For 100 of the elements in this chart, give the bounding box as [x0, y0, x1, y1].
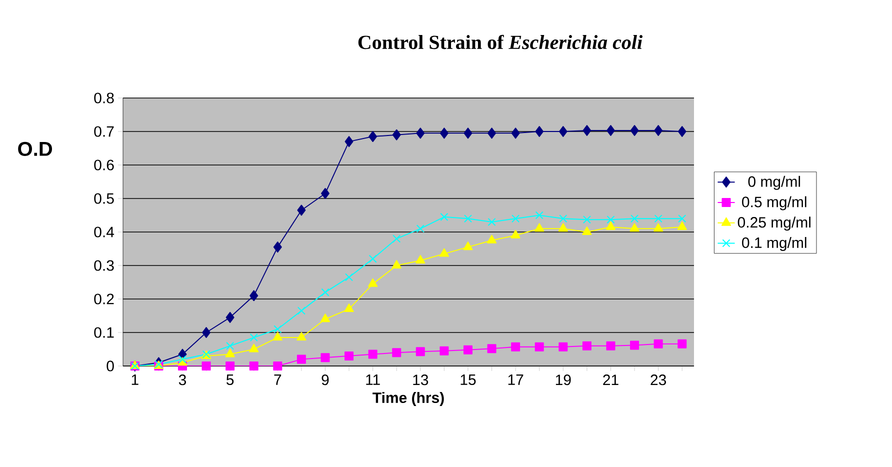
point — [464, 128, 472, 139]
point — [630, 214, 639, 223]
point — [534, 342, 544, 352]
point — [416, 128, 425, 139]
point — [392, 260, 402, 268]
x-tick-label: 3 — [178, 374, 186, 386]
y-tick-label: 0.3 — [94, 260, 114, 271]
point — [512, 214, 520, 223]
point — [511, 342, 520, 352]
legend-label: 0.25 mg/ml — [738, 216, 810, 231]
point — [630, 125, 639, 136]
legend-label: 0.5 mg/ml — [742, 196, 806, 210]
y-tick-label: 0.1 — [94, 327, 114, 338]
x-tick-label: 15 — [460, 374, 476, 385]
point — [487, 344, 496, 354]
x-tick-label: 17 — [508, 374, 524, 385]
point — [225, 348, 235, 358]
point — [250, 290, 258, 302]
y-tick-label: 0.7 — [94, 126, 114, 137]
x-tick-label: 1 — [132, 374, 138, 385]
y-tick-label: 0.2 — [94, 294, 114, 304]
point — [226, 342, 234, 350]
point — [606, 221, 616, 230]
point — [463, 242, 473, 250]
y-tick-label: 0.8 — [94, 92, 114, 104]
point — [392, 129, 401, 140]
x-tick-label: 23 — [650, 374, 666, 386]
point — [464, 214, 472, 223]
point — [273, 362, 282, 370]
point — [416, 254, 426, 264]
point — [344, 273, 354, 282]
point — [202, 362, 211, 370]
x-axis-title: Time (hrs) — [372, 392, 444, 406]
point — [320, 188, 330, 199]
point — [488, 128, 496, 139]
point — [535, 211, 544, 220]
point — [678, 339, 687, 348]
point — [273, 242, 282, 253]
point — [653, 223, 664, 232]
point — [368, 254, 377, 263]
point — [486, 234, 497, 244]
point — [416, 347, 425, 356]
point — [606, 341, 616, 350]
point — [320, 353, 330, 362]
point — [439, 248, 450, 257]
point — [297, 204, 306, 216]
point — [416, 224, 424, 233]
point — [606, 125, 615, 136]
point — [630, 340, 640, 350]
x-tick-label: 5 — [226, 374, 234, 385]
point — [368, 350, 378, 359]
x-tick-label: 7 — [274, 374, 282, 385]
point — [344, 136, 354, 148]
x-tick-label: 11 — [366, 374, 380, 385]
point — [226, 312, 234, 323]
x-tick-label: 19 — [556, 374, 571, 386]
y-axis-title: O.D — [18, 142, 52, 156]
chart-title: Control Strain of Escherichia coli — [358, 34, 642, 50]
point — [535, 126, 544, 138]
x-tick-label: 21 — [603, 374, 618, 386]
point — [249, 344, 259, 352]
y-tick-label: 0.5 — [94, 193, 114, 204]
point — [534, 223, 544, 232]
point — [606, 216, 615, 224]
point — [582, 216, 591, 224]
point — [559, 214, 568, 223]
point — [344, 351, 354, 360]
point — [440, 346, 449, 356]
point — [344, 304, 354, 312]
y-tick-label: 0.4 — [94, 226, 114, 238]
point — [677, 221, 687, 230]
point — [296, 354, 306, 364]
point — [274, 325, 282, 334]
point — [320, 314, 330, 322]
point — [654, 125, 663, 136]
point — [654, 339, 663, 348]
point — [178, 355, 187, 364]
point — [226, 362, 235, 370]
point — [558, 342, 568, 352]
point — [202, 327, 211, 338]
point — [440, 212, 448, 221]
point — [582, 341, 592, 350]
point — [678, 214, 686, 223]
y-tick-label: 0.6 — [94, 160, 114, 170]
legend-label: 0.1 mg/ml — [742, 237, 806, 251]
point — [463, 345, 472, 354]
point — [321, 288, 330, 296]
point — [368, 131, 378, 142]
x-tick-label: 9 — [322, 374, 329, 386]
point — [440, 128, 448, 139]
y-tick-label: 0 — [106, 360, 114, 372]
point — [582, 125, 592, 136]
point — [558, 126, 568, 138]
point — [392, 234, 401, 243]
point — [296, 332, 306, 341]
point — [272, 332, 282, 341]
legend-label: 0 mg/ml — [748, 176, 800, 190]
point — [368, 278, 378, 287]
point — [558, 223, 568, 232]
point — [297, 306, 306, 315]
